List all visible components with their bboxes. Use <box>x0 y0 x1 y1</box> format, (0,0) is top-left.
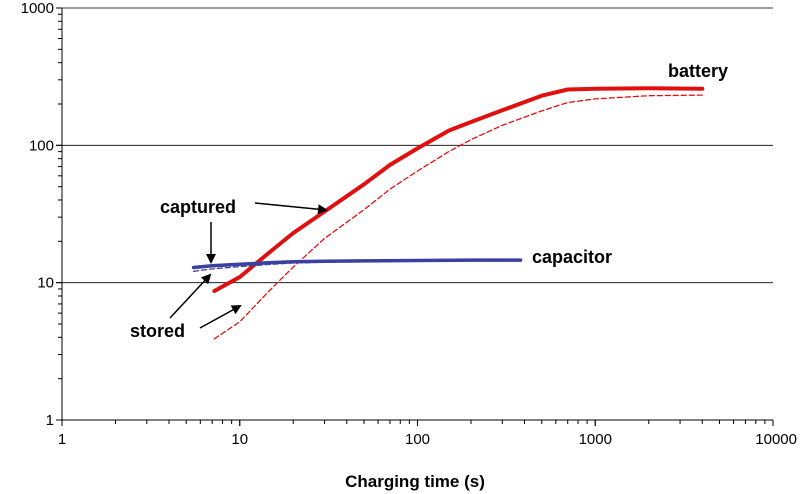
x-tick-label: 10 <box>231 431 248 448</box>
stored-annotation-label: stored <box>130 321 185 341</box>
axes <box>61 8 773 421</box>
capacitor-series-label: capacitor <box>532 247 612 267</box>
battery-captured-line <box>212 86 705 293</box>
captured-annotation-label: captured <box>160 197 236 217</box>
series-layer <box>191 86 705 340</box>
y-tick-label: 10 <box>37 275 54 292</box>
x-axis-title: Charging time (s) <box>345 472 485 491</box>
capacitor-stored-line <box>192 259 522 272</box>
x-tick-label: 10000 <box>755 431 797 448</box>
y-tick-label: 100 <box>29 137 54 154</box>
x-tick-label: 1 <box>58 431 66 448</box>
stored-capacitor-arrow <box>169 273 212 319</box>
x-tick-label: 1000 <box>579 431 612 448</box>
captured-battery-arrow <box>254 202 328 215</box>
x-tick-labels: 1 10 100 1000 10000 <box>58 431 797 448</box>
minor-ticks <box>56 7 774 426</box>
grid-lines <box>62 7 773 284</box>
battery-series-label: battery <box>668 61 728 81</box>
annotation-arrows <box>169 202 328 329</box>
y-tick-label: 1 <box>46 412 54 429</box>
stored-battery-arrow <box>199 305 242 329</box>
x-tick-label: 100 <box>405 431 430 448</box>
battery-stored-line <box>213 94 703 340</box>
y-tick-labels: 1 10 100 1000 <box>21 0 54 429</box>
y-tick-label: 1000 <box>21 0 54 17</box>
